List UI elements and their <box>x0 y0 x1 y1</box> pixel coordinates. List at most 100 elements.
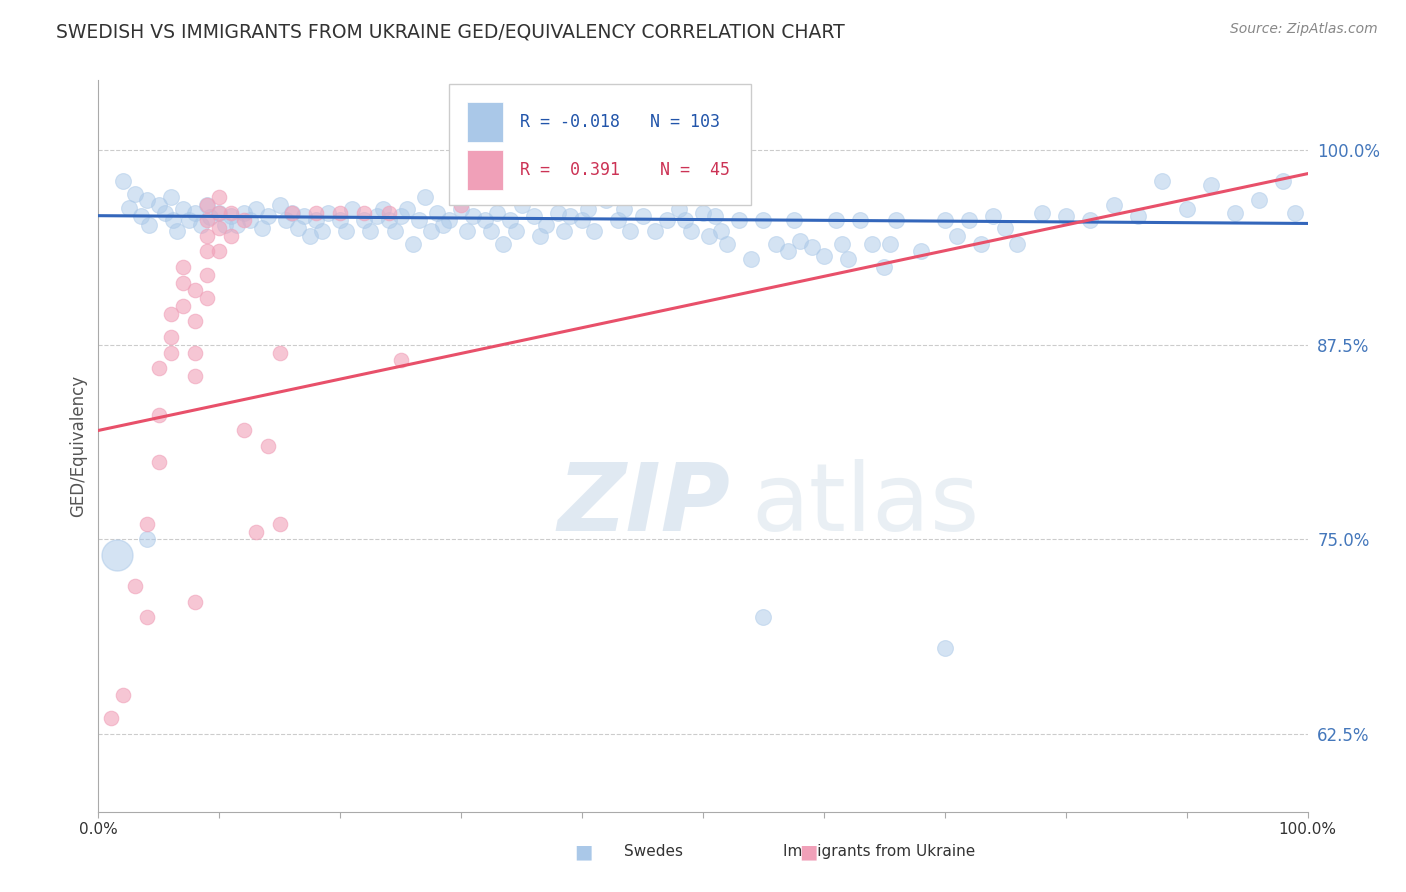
Point <box>221 228 243 243</box>
Point <box>162 213 184 227</box>
Point <box>195 198 218 212</box>
Point <box>837 252 859 267</box>
Point <box>752 610 775 624</box>
Point <box>135 193 157 207</box>
Point <box>813 249 835 263</box>
Point <box>135 516 157 531</box>
Point <box>728 213 751 227</box>
Point <box>534 218 557 232</box>
Point <box>825 213 848 227</box>
Point <box>105 548 128 562</box>
Point <box>329 213 352 227</box>
Point <box>831 236 853 251</box>
Point <box>153 205 176 219</box>
Point <box>679 224 702 238</box>
Text: ■: ■ <box>799 842 818 862</box>
Bar <box>467 103 503 143</box>
Point <box>426 205 449 219</box>
Point <box>456 224 478 238</box>
Text: atlas: atlas <box>751 458 980 550</box>
Point <box>716 236 738 251</box>
Point <box>366 209 388 223</box>
Point <box>789 234 811 248</box>
Point <box>239 213 262 227</box>
Point <box>129 209 152 223</box>
Point <box>740 252 762 267</box>
Point <box>619 224 641 238</box>
Point <box>111 174 134 188</box>
Point <box>160 330 183 344</box>
Point <box>172 202 194 217</box>
Text: R = -0.018   N = 103: R = -0.018 N = 103 <box>520 113 720 131</box>
Point <box>329 205 352 219</box>
Point <box>481 224 503 238</box>
Point <box>765 236 787 251</box>
Point <box>558 209 581 223</box>
Bar <box>467 150 503 190</box>
Point <box>420 224 443 238</box>
Point <box>934 641 956 656</box>
Point <box>492 236 515 251</box>
Point <box>607 213 630 227</box>
Point <box>221 209 243 223</box>
Point <box>910 244 932 259</box>
Point <box>655 213 678 227</box>
Point <box>269 345 291 359</box>
Point <box>697 228 720 243</box>
Point <box>1199 178 1222 192</box>
Point <box>305 205 328 219</box>
Point <box>1152 174 1174 188</box>
Point <box>160 345 183 359</box>
Y-axis label: GED/Equivalency: GED/Equivalency <box>69 375 87 517</box>
Point <box>371 202 394 217</box>
Point <box>198 211 221 225</box>
Point <box>281 205 304 219</box>
Point <box>195 213 218 227</box>
Point <box>1031 205 1053 219</box>
Point <box>195 244 218 259</box>
Point <box>776 244 799 259</box>
Point <box>463 209 485 223</box>
Point <box>402 236 425 251</box>
Point <box>184 314 207 328</box>
Point <box>195 291 218 305</box>
Point <box>879 236 901 251</box>
Point <box>529 228 551 243</box>
Point <box>1223 205 1246 219</box>
Point <box>1102 198 1125 212</box>
Text: SWEDISH VS IMMIGRANTS FROM UKRAINE GED/EQUIVALENCY CORRELATION CHART: SWEDISH VS IMMIGRANTS FROM UKRAINE GED/E… <box>56 22 845 41</box>
Point <box>195 268 218 282</box>
Point <box>450 198 472 212</box>
Point <box>292 209 315 223</box>
Point <box>523 209 546 223</box>
Point <box>287 221 309 235</box>
Point <box>208 244 231 259</box>
Point <box>124 186 146 201</box>
Point <box>360 224 382 238</box>
Point <box>1272 174 1295 188</box>
Point <box>195 198 218 212</box>
Point <box>377 213 399 227</box>
Point <box>1054 209 1077 223</box>
Point <box>644 224 666 238</box>
Point <box>111 688 134 702</box>
Point <box>981 209 1004 223</box>
Point <box>553 224 575 238</box>
Point <box>256 439 278 453</box>
Point <box>245 202 267 217</box>
Point <box>432 218 454 232</box>
Text: Immigrants from Ukraine: Immigrants from Ukraine <box>783 845 974 859</box>
Point <box>100 711 122 725</box>
Text: ■: ■ <box>574 842 593 862</box>
Point <box>281 205 304 219</box>
Point <box>232 205 254 219</box>
Point <box>160 190 183 204</box>
Point <box>208 205 231 219</box>
Point <box>384 224 406 238</box>
Point <box>1284 205 1306 219</box>
Point <box>1175 202 1198 217</box>
FancyBboxPatch shape <box>449 84 751 204</box>
Point <box>377 205 399 219</box>
Point <box>298 228 321 243</box>
Point <box>148 454 170 468</box>
